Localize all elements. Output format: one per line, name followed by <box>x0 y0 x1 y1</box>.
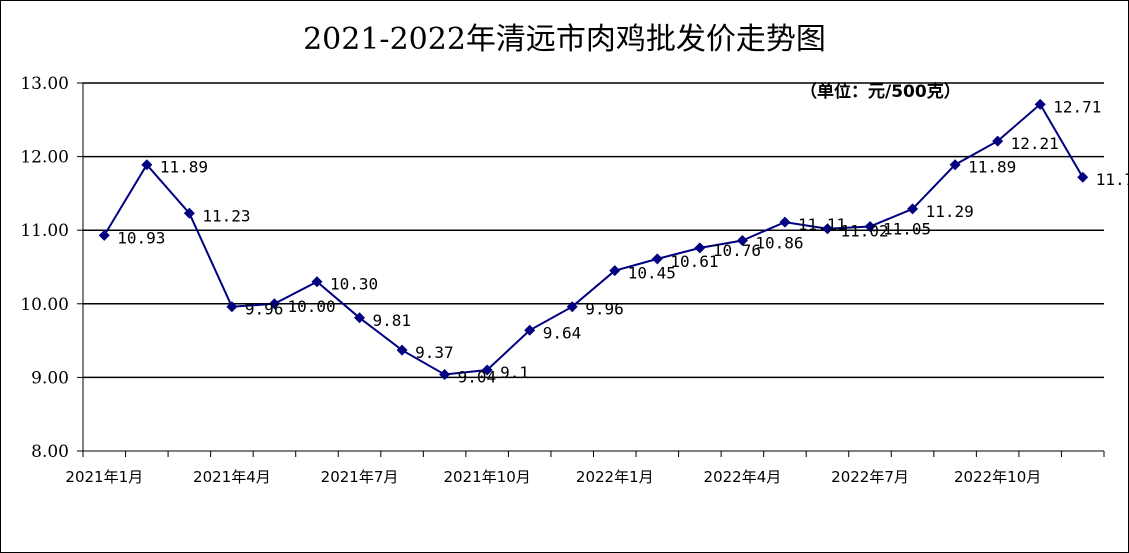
data-label: 11.72 <box>1096 170 1129 189</box>
data-label: 11.23 <box>202 206 250 225</box>
data-label: 9.96 <box>245 300 284 319</box>
y-tick-label: 10.00 <box>20 295 69 315</box>
data-point <box>183 207 195 219</box>
y-tick-label: 8.00 <box>31 442 69 462</box>
data-point <box>98 229 110 241</box>
data-label: 11.02 <box>840 222 888 241</box>
x-tick-label: 2022年7月 <box>831 468 909 486</box>
y-tick-label: 12.00 <box>20 148 69 168</box>
data-point <box>354 312 366 324</box>
x-tick-label: 2022年1月 <box>576 468 654 486</box>
data-point <box>439 368 451 380</box>
data-label: 12.71 <box>1053 97 1101 116</box>
data-point <box>779 216 791 228</box>
data-label: 10.61 <box>670 252 718 271</box>
chart-title: 2021-2022年清远市肉鸡批发价走势图 <box>303 22 826 57</box>
data-point <box>651 253 663 265</box>
data-point <box>311 276 323 288</box>
data-label: 10.00 <box>287 297 335 316</box>
x-tick-label: 2022年10月 <box>954 468 1041 486</box>
data-point <box>694 242 706 254</box>
x-tick-label: 2021年10月 <box>444 468 531 486</box>
data-label: 12.21 <box>1011 134 1059 153</box>
data-label: 11.89 <box>968 158 1016 177</box>
data-label: 9.1 <box>500 363 529 382</box>
data-label: 10.45 <box>628 264 676 283</box>
data-point <box>736 235 748 247</box>
data-point <box>566 301 578 313</box>
data-label: 10.76 <box>713 241 761 260</box>
data-point <box>992 135 1004 147</box>
y-tick-label: 11.00 <box>20 221 69 241</box>
data-label: 10.93 <box>117 228 165 247</box>
data-point <box>141 159 153 171</box>
data-point <box>1034 98 1046 110</box>
x-tick-label: 2021年1月 <box>65 468 143 486</box>
data-point <box>1077 171 1089 183</box>
unit-note: （单位：元/500克） <box>800 82 961 102</box>
data-label: 11.05 <box>883 220 931 239</box>
data-label: 9.37 <box>415 343 454 362</box>
data-point <box>907 203 919 215</box>
data-point <box>949 159 961 171</box>
series-line <box>103 102 1084 376</box>
data-label: 9.04 <box>458 367 497 386</box>
data-point <box>609 265 621 277</box>
data-label: 11.29 <box>926 202 974 221</box>
data-point <box>864 221 876 233</box>
y-tick-label: 9.00 <box>31 368 69 388</box>
x-tick-label: 2021年7月 <box>321 468 399 486</box>
x-tick-label: 2022年4月 <box>704 468 782 486</box>
data-label: 11.11 <box>798 215 846 234</box>
data-label: 10.30 <box>330 275 378 294</box>
data-label: 9.96 <box>585 300 624 319</box>
data-point <box>268 298 280 310</box>
x-tick-label: 2021年4月 <box>193 468 271 486</box>
data-label: 11.89 <box>160 158 208 177</box>
data-point <box>821 223 833 235</box>
data-label: 9.64 <box>543 323 582 342</box>
data-point <box>524 324 536 336</box>
data-point <box>396 344 408 356</box>
data-label: 9.81 <box>373 311 412 330</box>
data-point <box>481 364 493 376</box>
data-point <box>226 301 238 313</box>
data-label: 10.86 <box>755 234 803 253</box>
y-tick-label: 13.00 <box>20 74 69 94</box>
